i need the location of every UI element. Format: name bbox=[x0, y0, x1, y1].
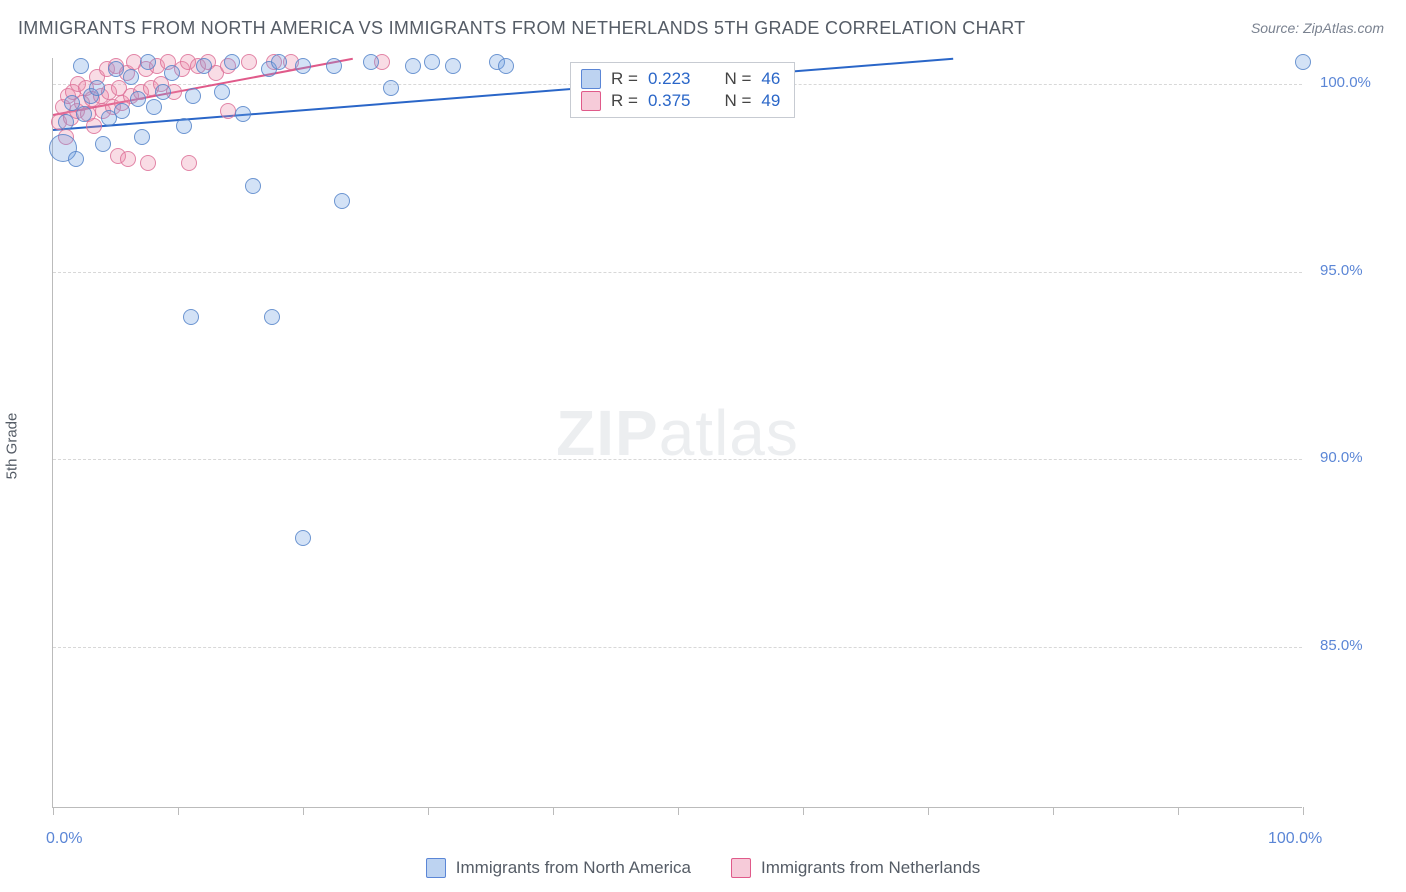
data-point bbox=[1295, 54, 1311, 70]
data-point bbox=[95, 136, 111, 152]
data-point bbox=[76, 106, 92, 122]
stat-n-label: N = bbox=[724, 91, 751, 111]
data-point bbox=[146, 99, 162, 115]
x-axis-origin-label: 0.0% bbox=[46, 830, 82, 848]
data-point bbox=[224, 54, 240, 70]
data-point bbox=[383, 80, 399, 96]
data-point bbox=[73, 58, 89, 74]
y-tick-label: 100.0% bbox=[1320, 74, 1371, 91]
gridline bbox=[53, 647, 1302, 648]
bottom-legend-label: Immigrants from North America bbox=[456, 858, 691, 878]
stat-r-label: R = bbox=[611, 69, 638, 89]
stat-n-label: N = bbox=[724, 69, 751, 89]
data-point bbox=[245, 178, 261, 194]
stat-n-value: 49 bbox=[761, 91, 780, 111]
source-attribution: Source: ZipAtlas.com bbox=[1251, 20, 1384, 36]
data-point bbox=[241, 54, 257, 70]
x-tick bbox=[303, 807, 304, 815]
bottom-legend: Immigrants from North America Immigrants … bbox=[0, 858, 1406, 878]
x-tick bbox=[553, 807, 554, 815]
data-point bbox=[58, 114, 74, 130]
stats-legend-row: R = 0.375 N = 49 bbox=[581, 91, 780, 111]
data-point bbox=[295, 58, 311, 74]
x-tick bbox=[53, 807, 54, 815]
data-point bbox=[89, 80, 105, 96]
chart-container: IMMIGRANTS FROM NORTH AMERICA VS IMMIGRA… bbox=[0, 0, 1406, 892]
bottom-legend-item: Immigrants from North America bbox=[426, 858, 691, 878]
stat-n-value: 46 bbox=[761, 69, 780, 89]
data-point bbox=[214, 84, 230, 100]
legend-swatch-icon bbox=[581, 91, 601, 111]
stat-r-label: R = bbox=[611, 91, 638, 111]
data-point bbox=[271, 54, 287, 70]
data-point bbox=[445, 58, 461, 74]
data-point bbox=[68, 151, 84, 167]
stats-legend-row: R = 0.223 N = 46 bbox=[581, 69, 780, 89]
data-point bbox=[130, 91, 146, 107]
y-axis-label: 5th Grade bbox=[4, 413, 21, 480]
data-point bbox=[185, 88, 201, 104]
data-point bbox=[220, 103, 236, 119]
y-tick-label: 85.0% bbox=[1320, 637, 1363, 654]
data-point bbox=[326, 58, 342, 74]
watermark-rest: atlas bbox=[659, 397, 799, 469]
x-tick bbox=[803, 807, 804, 815]
data-point bbox=[176, 118, 192, 134]
data-point bbox=[108, 61, 124, 77]
stat-r-value: 0.223 bbox=[648, 69, 691, 89]
data-point bbox=[120, 151, 136, 167]
data-point bbox=[424, 54, 440, 70]
data-point bbox=[295, 530, 311, 546]
x-tick bbox=[1178, 807, 1179, 815]
bottom-legend-label: Immigrants from Netherlands bbox=[761, 858, 980, 878]
data-point bbox=[114, 103, 130, 119]
watermark-bold: ZIP bbox=[556, 397, 659, 469]
data-point bbox=[164, 65, 180, 81]
stats-legend-box: R = 0.223 N = 46 R = 0.375 N = 49 bbox=[570, 62, 795, 118]
data-point bbox=[334, 193, 350, 209]
data-point bbox=[363, 54, 379, 70]
x-tick bbox=[678, 807, 679, 815]
x-tick bbox=[178, 807, 179, 815]
x-tick bbox=[428, 807, 429, 815]
data-point bbox=[140, 155, 156, 171]
gridline bbox=[53, 459, 1302, 460]
chart-title: IMMIGRANTS FROM NORTH AMERICA VS IMMIGRA… bbox=[18, 18, 1025, 39]
plot-area: ZIPatlas bbox=[52, 58, 1302, 808]
y-tick-label: 90.0% bbox=[1320, 449, 1363, 466]
data-point bbox=[155, 84, 171, 100]
data-point bbox=[183, 309, 199, 325]
data-point bbox=[181, 155, 197, 171]
data-point bbox=[235, 106, 251, 122]
stat-r-value: 0.375 bbox=[648, 91, 691, 111]
legend-swatch-icon bbox=[731, 858, 751, 878]
y-tick-label: 95.0% bbox=[1320, 262, 1363, 279]
x-axis-max-label: 100.0% bbox=[1268, 830, 1322, 848]
data-point bbox=[123, 69, 139, 85]
x-tick bbox=[928, 807, 929, 815]
data-point bbox=[405, 58, 421, 74]
legend-swatch-icon bbox=[581, 69, 601, 89]
data-point bbox=[498, 58, 514, 74]
x-tick bbox=[1053, 807, 1054, 815]
gridline bbox=[53, 272, 1302, 273]
data-point bbox=[196, 58, 212, 74]
data-point bbox=[264, 309, 280, 325]
data-point bbox=[140, 54, 156, 70]
legend-swatch-icon bbox=[426, 858, 446, 878]
bottom-legend-item: Immigrants from Netherlands bbox=[731, 858, 980, 878]
data-point bbox=[134, 129, 150, 145]
x-tick bbox=[1303, 807, 1304, 815]
